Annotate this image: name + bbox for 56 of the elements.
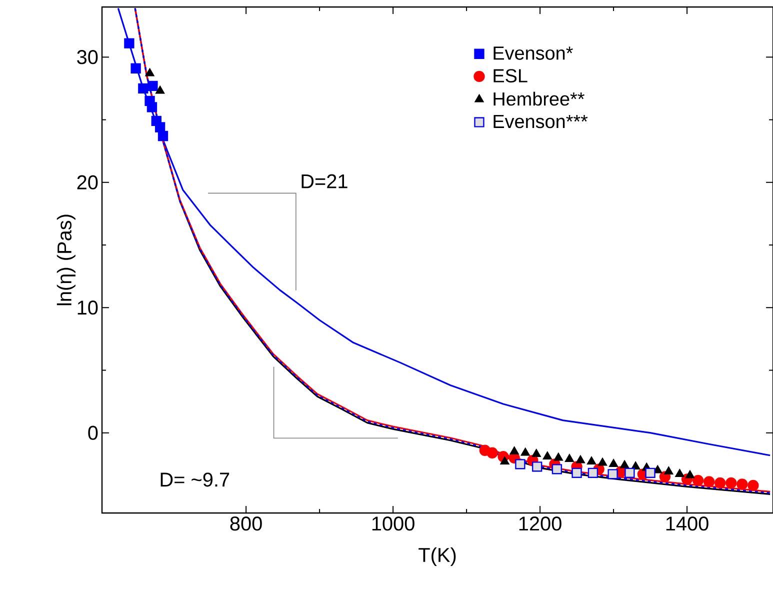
y-axis-title: ln(η) (Pas) xyxy=(56,214,76,306)
x-tick-label: 800 xyxy=(230,516,262,531)
annotation: D= ~9.7 xyxy=(160,472,230,487)
point xyxy=(146,102,158,112)
point xyxy=(572,468,582,478)
point xyxy=(554,452,563,461)
point xyxy=(124,38,134,48)
point xyxy=(486,447,498,458)
point xyxy=(154,122,166,132)
annotation: D=21 xyxy=(302,174,348,188)
point xyxy=(587,456,596,464)
point xyxy=(620,460,630,468)
x-axis-title: T(K) xyxy=(418,547,456,566)
y-tick-label: 20 xyxy=(77,175,98,190)
point xyxy=(685,470,694,478)
point xyxy=(138,83,148,94)
point xyxy=(156,86,165,94)
x-tick-label: 1200 xyxy=(519,516,562,531)
point xyxy=(564,454,574,462)
point xyxy=(158,130,168,142)
point xyxy=(692,474,704,486)
point xyxy=(748,480,759,492)
legend-label: ESL xyxy=(494,69,528,82)
point xyxy=(148,80,158,91)
x-tick-label: 1400 xyxy=(666,516,708,531)
y-tick-label: 0 xyxy=(88,426,98,440)
point xyxy=(542,452,552,460)
point xyxy=(515,459,526,470)
point xyxy=(510,446,519,454)
point xyxy=(675,469,684,478)
point xyxy=(664,466,674,475)
point xyxy=(532,462,542,472)
point xyxy=(624,468,635,478)
point xyxy=(714,477,726,489)
point xyxy=(736,478,748,490)
point xyxy=(609,459,618,467)
point xyxy=(608,469,618,480)
legend-label: Evenson*** xyxy=(494,114,588,128)
point xyxy=(532,449,541,457)
point xyxy=(598,458,607,466)
point xyxy=(520,448,530,456)
point xyxy=(576,455,585,464)
point xyxy=(645,468,656,478)
legend-label: Evenson* xyxy=(494,46,573,60)
point xyxy=(703,476,715,488)
point xyxy=(726,477,737,489)
legend-label: Hembree** xyxy=(494,92,584,106)
point xyxy=(588,468,598,478)
point xyxy=(631,462,640,470)
point xyxy=(500,456,510,464)
point xyxy=(130,63,141,74)
point xyxy=(145,68,154,76)
y-tick-label: 10 xyxy=(78,300,98,315)
y-tick-label: 30 xyxy=(77,50,98,64)
x-tick-label: 1000 xyxy=(372,516,414,531)
point xyxy=(552,464,562,474)
